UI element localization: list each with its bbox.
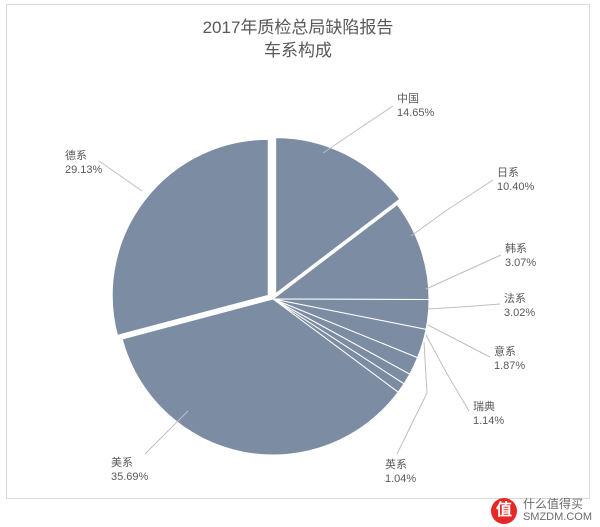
- leader-line: [145, 411, 188, 454]
- slice-label: 美系 35.69%: [111, 456, 149, 483]
- slice-label-name: 美系: [111, 456, 133, 469]
- slice-label-pct: 29.13%: [65, 164, 103, 176]
- slice-label: 日系 10.40%: [497, 166, 535, 193]
- slice-label-name: 中国: [397, 92, 419, 105]
- slice-label: 意系 1.87%: [494, 344, 525, 372]
- slice-label-pct: 14.65%: [397, 107, 435, 119]
- watermark-line-1: 什么值得买: [523, 498, 592, 512]
- leader-line: [428, 304, 500, 309]
- watermark-badge-icon: 值: [491, 498, 517, 524]
- slice-label: 英系 1.04%: [385, 457, 416, 485]
- slice-label-name: 瑞典: [473, 399, 495, 413]
- slice-label-pct: 1.14%: [473, 415, 504, 427]
- slice-label-name: 英系: [385, 457, 407, 471]
- watermark-line-2: SMZDM.COM: [523, 511, 592, 524]
- slice-label-pct: 10.40%: [497, 181, 535, 193]
- slice-label: 韩系 3.07%: [505, 241, 536, 269]
- chart-frame: 2017年质检总局缺陷报告 车系构成 中国14.65%日系10.40%韩系3.0…: [6, 4, 590, 499]
- slice-label-pct: 1.87%: [494, 360, 525, 372]
- watermark-text: 什么值得买 SMZDM.COM: [523, 498, 592, 524]
- leader-line: [426, 335, 469, 411]
- slice-label-pct: 35.69%: [111, 471, 149, 483]
- slice-label-pct: 1.04%: [385, 473, 416, 485]
- slice-label: 瑞典 1.14%: [473, 399, 504, 427]
- pie-slice: [112, 139, 268, 335]
- leader-line: [411, 180, 493, 236]
- slice-label: 中国 14.65%: [397, 92, 435, 119]
- leader-line: [426, 255, 501, 289]
- slice-label-name: 德系: [65, 148, 87, 162]
- leader-line: [99, 161, 142, 191]
- watermark: 值 什么值得买 SMZDM.COM: [491, 498, 592, 524]
- slice-label-name: 意系: [494, 344, 516, 358]
- leader-line: [323, 106, 393, 153]
- slice-label: 德系 29.13%: [65, 148, 103, 176]
- slice-label-pct: 3.02%: [504, 307, 535, 319]
- slice-label-name: 法系: [504, 291, 526, 305]
- slice-label-name: 韩系: [505, 241, 527, 255]
- leader-line: [428, 325, 490, 357]
- slice-label: 法系 3.02%: [504, 291, 535, 319]
- slice-label-pct: 3.07%: [505, 257, 536, 269]
- pie-chart: 中国 14.65% 日系 10.40% 韩系 3.07% 法系 3.02% 意系 1.87% 瑞典 1…: [7, 5, 591, 500]
- slice-label-name: 日系: [497, 166, 519, 179]
